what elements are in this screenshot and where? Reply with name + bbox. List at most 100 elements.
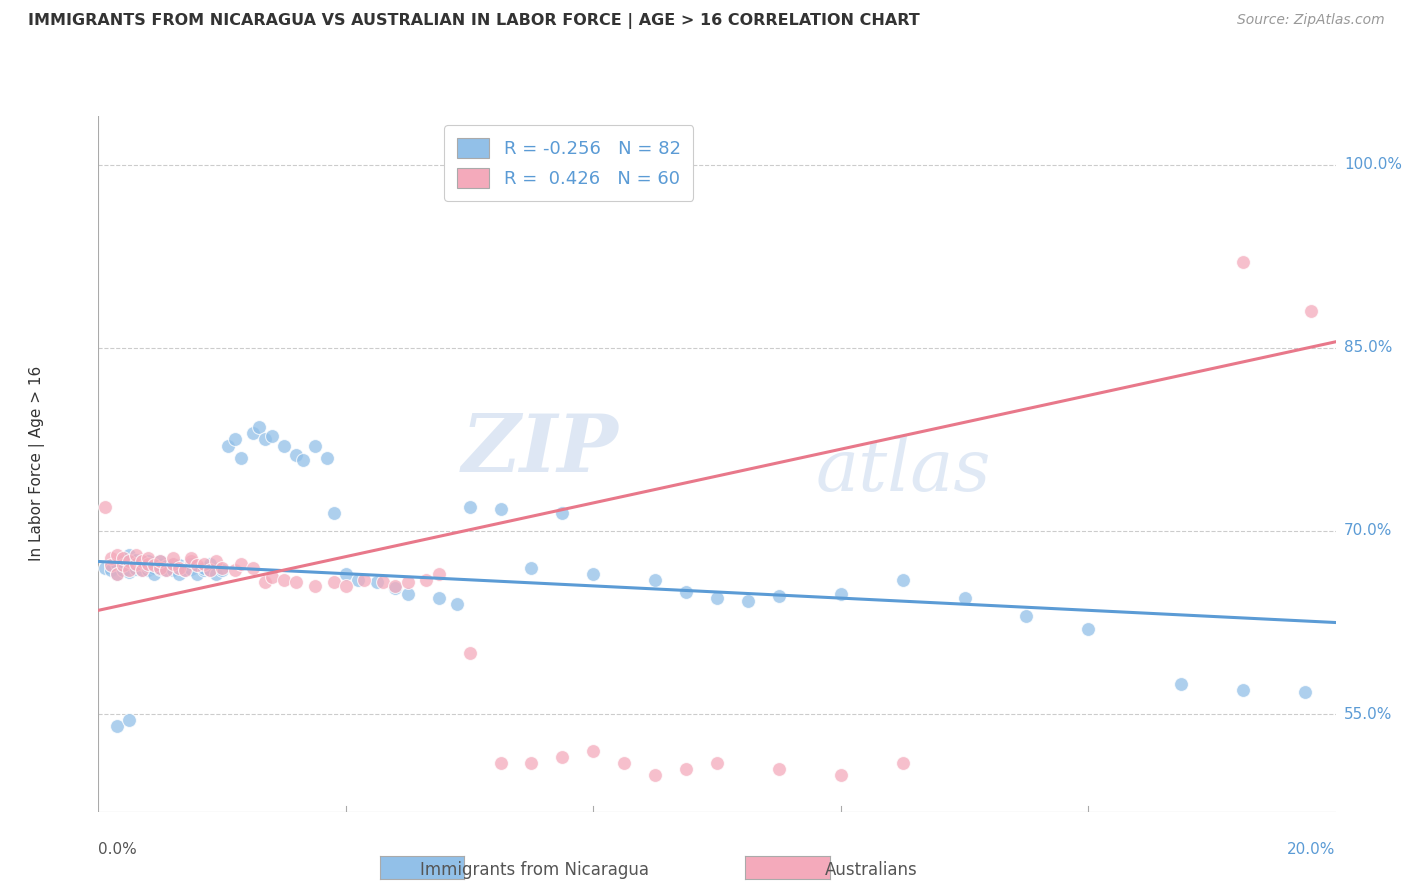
Text: Source: ZipAtlas.com: Source: ZipAtlas.com	[1237, 13, 1385, 28]
Point	[180, 554, 202, 568]
Point	[1015, 609, 1038, 624]
Point	[273, 573, 295, 587]
Point	[100, 558, 122, 573]
Point	[124, 549, 146, 563]
Point	[198, 557, 221, 571]
Point	[131, 557, 153, 571]
Point	[155, 559, 177, 574]
Point	[322, 506, 344, 520]
Point	[335, 579, 357, 593]
Point	[891, 573, 914, 587]
Point	[224, 433, 246, 447]
Point	[162, 557, 184, 571]
Point	[205, 554, 228, 568]
Point	[112, 559, 135, 574]
Text: 55.0%: 55.0%	[1344, 706, 1392, 722]
Text: 20.0%: 20.0%	[1288, 842, 1336, 857]
Point	[322, 575, 344, 590]
Point	[205, 566, 228, 581]
Point	[247, 420, 270, 434]
Point	[180, 550, 202, 565]
Point	[335, 566, 357, 581]
Point	[520, 560, 543, 574]
Point	[118, 558, 141, 573]
Point	[427, 591, 450, 606]
Point	[768, 589, 790, 603]
Point	[149, 560, 172, 574]
Point	[118, 713, 141, 727]
Point	[551, 749, 574, 764]
Point	[582, 566, 605, 581]
Text: IMMIGRANTS FROM NICARAGUA VS AUSTRALIAN IN LABOR FORCE | AGE > 16 CORRELATION CH: IMMIGRANTS FROM NICARAGUA VS AUSTRALIAN …	[28, 13, 920, 29]
Point	[1232, 682, 1254, 697]
Point	[124, 556, 146, 570]
Point	[211, 560, 233, 574]
Point	[124, 553, 146, 567]
Text: In Labor Force | Age > 16: In Labor Force | Age > 16	[28, 367, 45, 561]
Text: 0.0%: 0.0%	[98, 842, 138, 857]
Point	[136, 554, 159, 568]
Point	[285, 448, 308, 462]
Point	[706, 591, 728, 606]
Text: 100.0%: 100.0%	[1344, 157, 1402, 172]
Text: 85.0%: 85.0%	[1344, 341, 1392, 355]
Point	[112, 550, 135, 565]
Point	[489, 502, 512, 516]
Point	[384, 579, 406, 593]
Text: ZIP: ZIP	[461, 411, 619, 489]
Point	[396, 575, 419, 590]
Point	[112, 563, 135, 577]
Text: 70.0%: 70.0%	[1344, 524, 1392, 539]
Point	[1232, 255, 1254, 269]
Point	[353, 573, 375, 587]
Point	[180, 557, 202, 571]
Point	[100, 558, 122, 573]
Point	[613, 756, 636, 770]
Point	[520, 756, 543, 770]
Text: Australians: Australians	[825, 861, 918, 879]
Point	[93, 500, 115, 514]
Point	[167, 560, 190, 574]
Point	[446, 597, 468, 611]
Point	[93, 560, 115, 574]
Point	[229, 557, 252, 571]
Point	[644, 768, 666, 782]
Point	[1077, 622, 1099, 636]
Point	[149, 558, 172, 573]
Point	[285, 575, 308, 590]
Point	[489, 756, 512, 770]
Point	[143, 560, 166, 574]
Point	[830, 587, 852, 601]
Point	[953, 591, 976, 606]
Point	[427, 566, 450, 581]
Point	[174, 560, 197, 574]
Point	[242, 426, 264, 441]
Point	[149, 562, 172, 576]
Point	[366, 575, 388, 590]
Point	[186, 566, 208, 581]
Text: Immigrants from Nicaragua: Immigrants from Nicaragua	[420, 861, 648, 879]
Point	[136, 557, 159, 571]
Point	[131, 559, 153, 574]
Point	[229, 450, 252, 465]
Point	[551, 506, 574, 520]
Point	[737, 593, 759, 607]
Point	[675, 585, 697, 599]
Point	[675, 762, 697, 776]
Point	[198, 563, 221, 577]
Point	[131, 554, 153, 568]
Point	[347, 573, 370, 587]
Point	[217, 438, 239, 452]
Point	[124, 562, 146, 576]
Point	[273, 438, 295, 452]
Point	[254, 575, 277, 590]
Point	[118, 566, 141, 580]
Point	[112, 558, 135, 573]
Point	[100, 550, 122, 565]
Point	[155, 563, 177, 577]
Point	[112, 554, 135, 568]
Point	[242, 560, 264, 574]
Point	[100, 563, 122, 577]
Point	[105, 566, 128, 581]
Point	[174, 563, 197, 577]
